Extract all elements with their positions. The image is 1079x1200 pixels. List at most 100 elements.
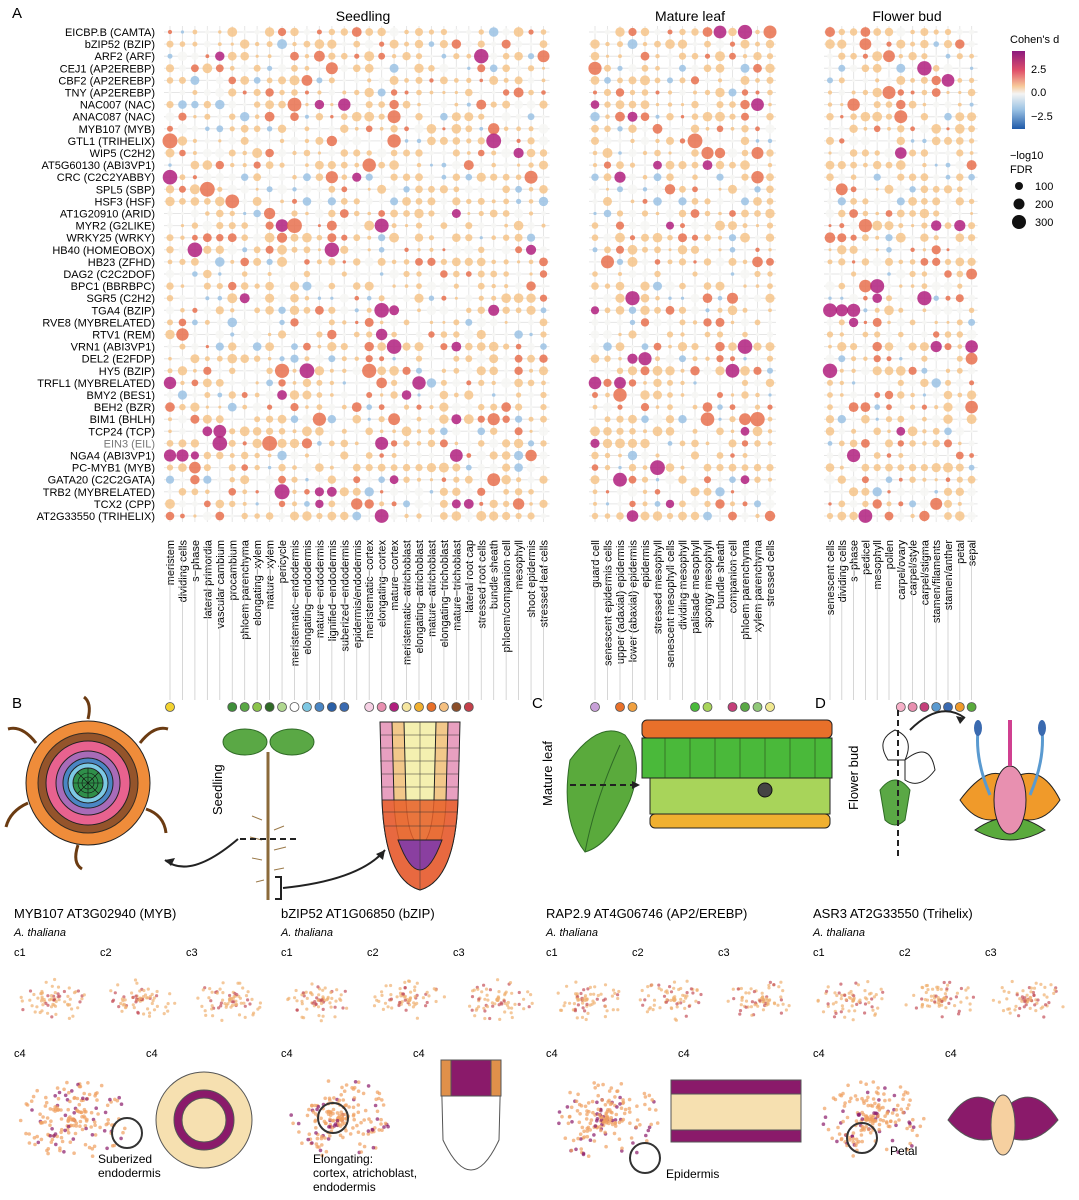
dot	[652, 414, 663, 425]
dot	[429, 90, 434, 95]
umap-point	[356, 1130, 361, 1134]
umap-point	[581, 1001, 585, 1005]
umap-point	[95, 1098, 99, 1102]
dot	[290, 403, 299, 412]
flower-bud-diagram: Flower bud	[846, 710, 1061, 860]
dot	[414, 124, 424, 134]
dot	[933, 210, 940, 217]
dot	[528, 392, 535, 398]
umap-point	[480, 990, 484, 994]
dot	[874, 380, 880, 386]
dot	[305, 405, 309, 409]
umap-point	[635, 1150, 639, 1155]
dot	[514, 76, 523, 85]
dot	[967, 487, 976, 497]
dot	[225, 194, 240, 209]
dot	[730, 501, 735, 507]
dot	[453, 392, 459, 398]
gene-label: RVE8 (MYBRELATED)	[42, 317, 155, 329]
umap-point	[221, 991, 225, 995]
dot	[616, 367, 624, 374]
umap-point	[583, 1009, 587, 1013]
dot	[502, 463, 511, 472]
dot	[934, 478, 938, 482]
dot	[665, 39, 675, 49]
dot	[366, 440, 373, 447]
umap-point	[598, 1124, 602, 1129]
umap-point	[905, 1091, 910, 1095]
dot	[908, 463, 917, 472]
umap-point	[1031, 990, 1035, 995]
dot	[402, 294, 411, 302]
dot	[403, 149, 411, 157]
umap-point	[1000, 986, 1004, 990]
dot	[328, 185, 336, 193]
dot	[167, 259, 173, 265]
dot	[691, 28, 699, 36]
dot	[618, 151, 622, 155]
dot	[442, 248, 446, 252]
umap-point	[93, 1133, 98, 1137]
umap-point	[237, 1013, 242, 1017]
cell-type-label: stamen/anther	[943, 540, 955, 611]
dot	[541, 175, 546, 180]
umap-point	[63, 1093, 68, 1098]
dot	[728, 463, 737, 472]
dot	[839, 380, 844, 386]
umap-point	[415, 981, 419, 985]
dot	[228, 137, 237, 145]
dot	[502, 210, 510, 217]
dot	[477, 197, 485, 205]
dot	[715, 87, 725, 98]
dot	[389, 487, 399, 496]
dot	[691, 439, 699, 448]
dot	[527, 53, 535, 60]
dot	[242, 198, 248, 204]
dot	[240, 257, 249, 267]
dot	[957, 416, 963, 422]
dot	[603, 136, 612, 145]
gene-label: GATA20 (C2C2GATA)	[48, 475, 155, 487]
dot	[955, 124, 965, 134]
dot	[628, 124, 637, 133]
seedling-diagram: Seedling	[164, 728, 386, 900]
dot	[767, 283, 773, 289]
dot	[229, 500, 236, 508]
panel-letter-b: B	[12, 695, 22, 712]
umap-point	[146, 987, 150, 991]
dot	[884, 221, 894, 231]
dot	[179, 149, 186, 157]
umap-point	[896, 1103, 900, 1108]
dot	[825, 27, 835, 37]
dot	[515, 271, 522, 277]
dot	[429, 405, 434, 410]
dot	[205, 345, 209, 349]
dot	[616, 210, 624, 217]
cell-type-color-dot	[376, 702, 387, 712]
dot	[838, 258, 846, 266]
umap-c4-scatter	[18, 1080, 127, 1158]
umap-point	[761, 1008, 766, 1012]
dot	[465, 271, 472, 277]
umap-point	[352, 1117, 357, 1122]
dot	[403, 186, 410, 193]
cell-type-color-dot	[289, 702, 300, 712]
dot	[668, 151, 672, 155]
umap-point	[831, 1096, 836, 1100]
dot	[593, 501, 597, 506]
dot	[354, 308, 359, 313]
umap-point	[997, 1000, 1002, 1004]
umap-point	[563, 1001, 567, 1005]
dot	[367, 417, 371, 421]
dot	[541, 211, 546, 216]
dot	[302, 318, 312, 327]
dot	[464, 185, 473, 194]
dot	[526, 463, 536, 473]
dot	[266, 379, 273, 387]
dot	[451, 160, 461, 170]
dot	[641, 233, 649, 242]
dot	[451, 257, 461, 267]
umap-point	[228, 997, 232, 1001]
dot	[216, 222, 224, 230]
umap-point	[878, 1118, 883, 1122]
